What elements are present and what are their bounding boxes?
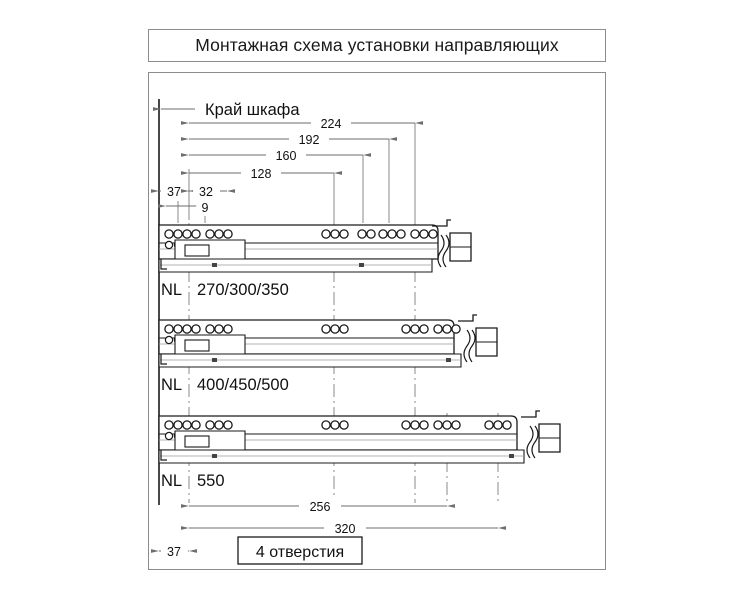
dimension-320: 320: [181, 518, 506, 538]
dimension-224-value: 224: [321, 117, 342, 131]
page-title: Монтажная схема установки направляющих: [195, 35, 559, 55]
dimension-37-bottom: 37: [151, 541, 197, 560]
technical-drawing-svg: Край шкафа: [151, 99, 561, 565]
dimension-37-bottom-value: 37: [167, 545, 181, 559]
cabinet-edge-label: Край шкафа: [205, 101, 300, 119]
rail-2-nl-value: 400/450/500: [197, 376, 289, 394]
dimension-192: 192: [181, 129, 397, 149]
dimension-32-value: 32: [199, 185, 213, 199]
dimension-160: 160: [181, 145, 371, 165]
dimension-256-value: 256: [310, 500, 331, 514]
title-box: Монтажная схема установки направляющих: [148, 29, 606, 62]
dimension-32: 32: [181, 181, 235, 200]
holes-note-box: 4 отверстия: [237, 536, 363, 565]
holes-note-label: 4 отверстия: [256, 544, 344, 561]
rail-3: NL 550: [158, 410, 561, 490]
dimension-224: 224: [181, 113, 423, 133]
dimension-37-top-value: 37: [167, 185, 181, 199]
rail-1-holes-top: [164, 229, 438, 239]
rail-3-nl-value: 550: [197, 472, 225, 490]
rail-2-nl-label: NL: [161, 376, 182, 394]
drawing-frame: Край шкафа: [148, 72, 606, 570]
cabinet-edge-callout: Край шкафа: [153, 101, 300, 119]
dimension-9-value: 9: [202, 201, 209, 215]
dimension-37-top: 37: [151, 181, 197, 200]
rail-1-nl-value: 270/300/350: [197, 281, 289, 299]
dimension-128-value: 128: [251, 167, 272, 181]
rail-2-holes-top: [164, 324, 461, 334]
dimension-9: 9: [158, 197, 217, 216]
rail-3-holes-top: [164, 420, 512, 430]
rail-1: NL 270/300/350: [158, 219, 472, 299]
rail-3-nl-label: NL: [161, 472, 182, 490]
dimension-160-value: 160: [276, 149, 297, 163]
dimension-128: 128: [181, 163, 342, 183]
dimension-320-value: 320: [335, 522, 356, 536]
dimension-256: 256: [181, 496, 455, 516]
dimension-192-value: 192: [299, 133, 320, 147]
rail-1-nl-label: NL: [161, 281, 182, 299]
rail-2: NL 400/450/500: [158, 314, 498, 394]
